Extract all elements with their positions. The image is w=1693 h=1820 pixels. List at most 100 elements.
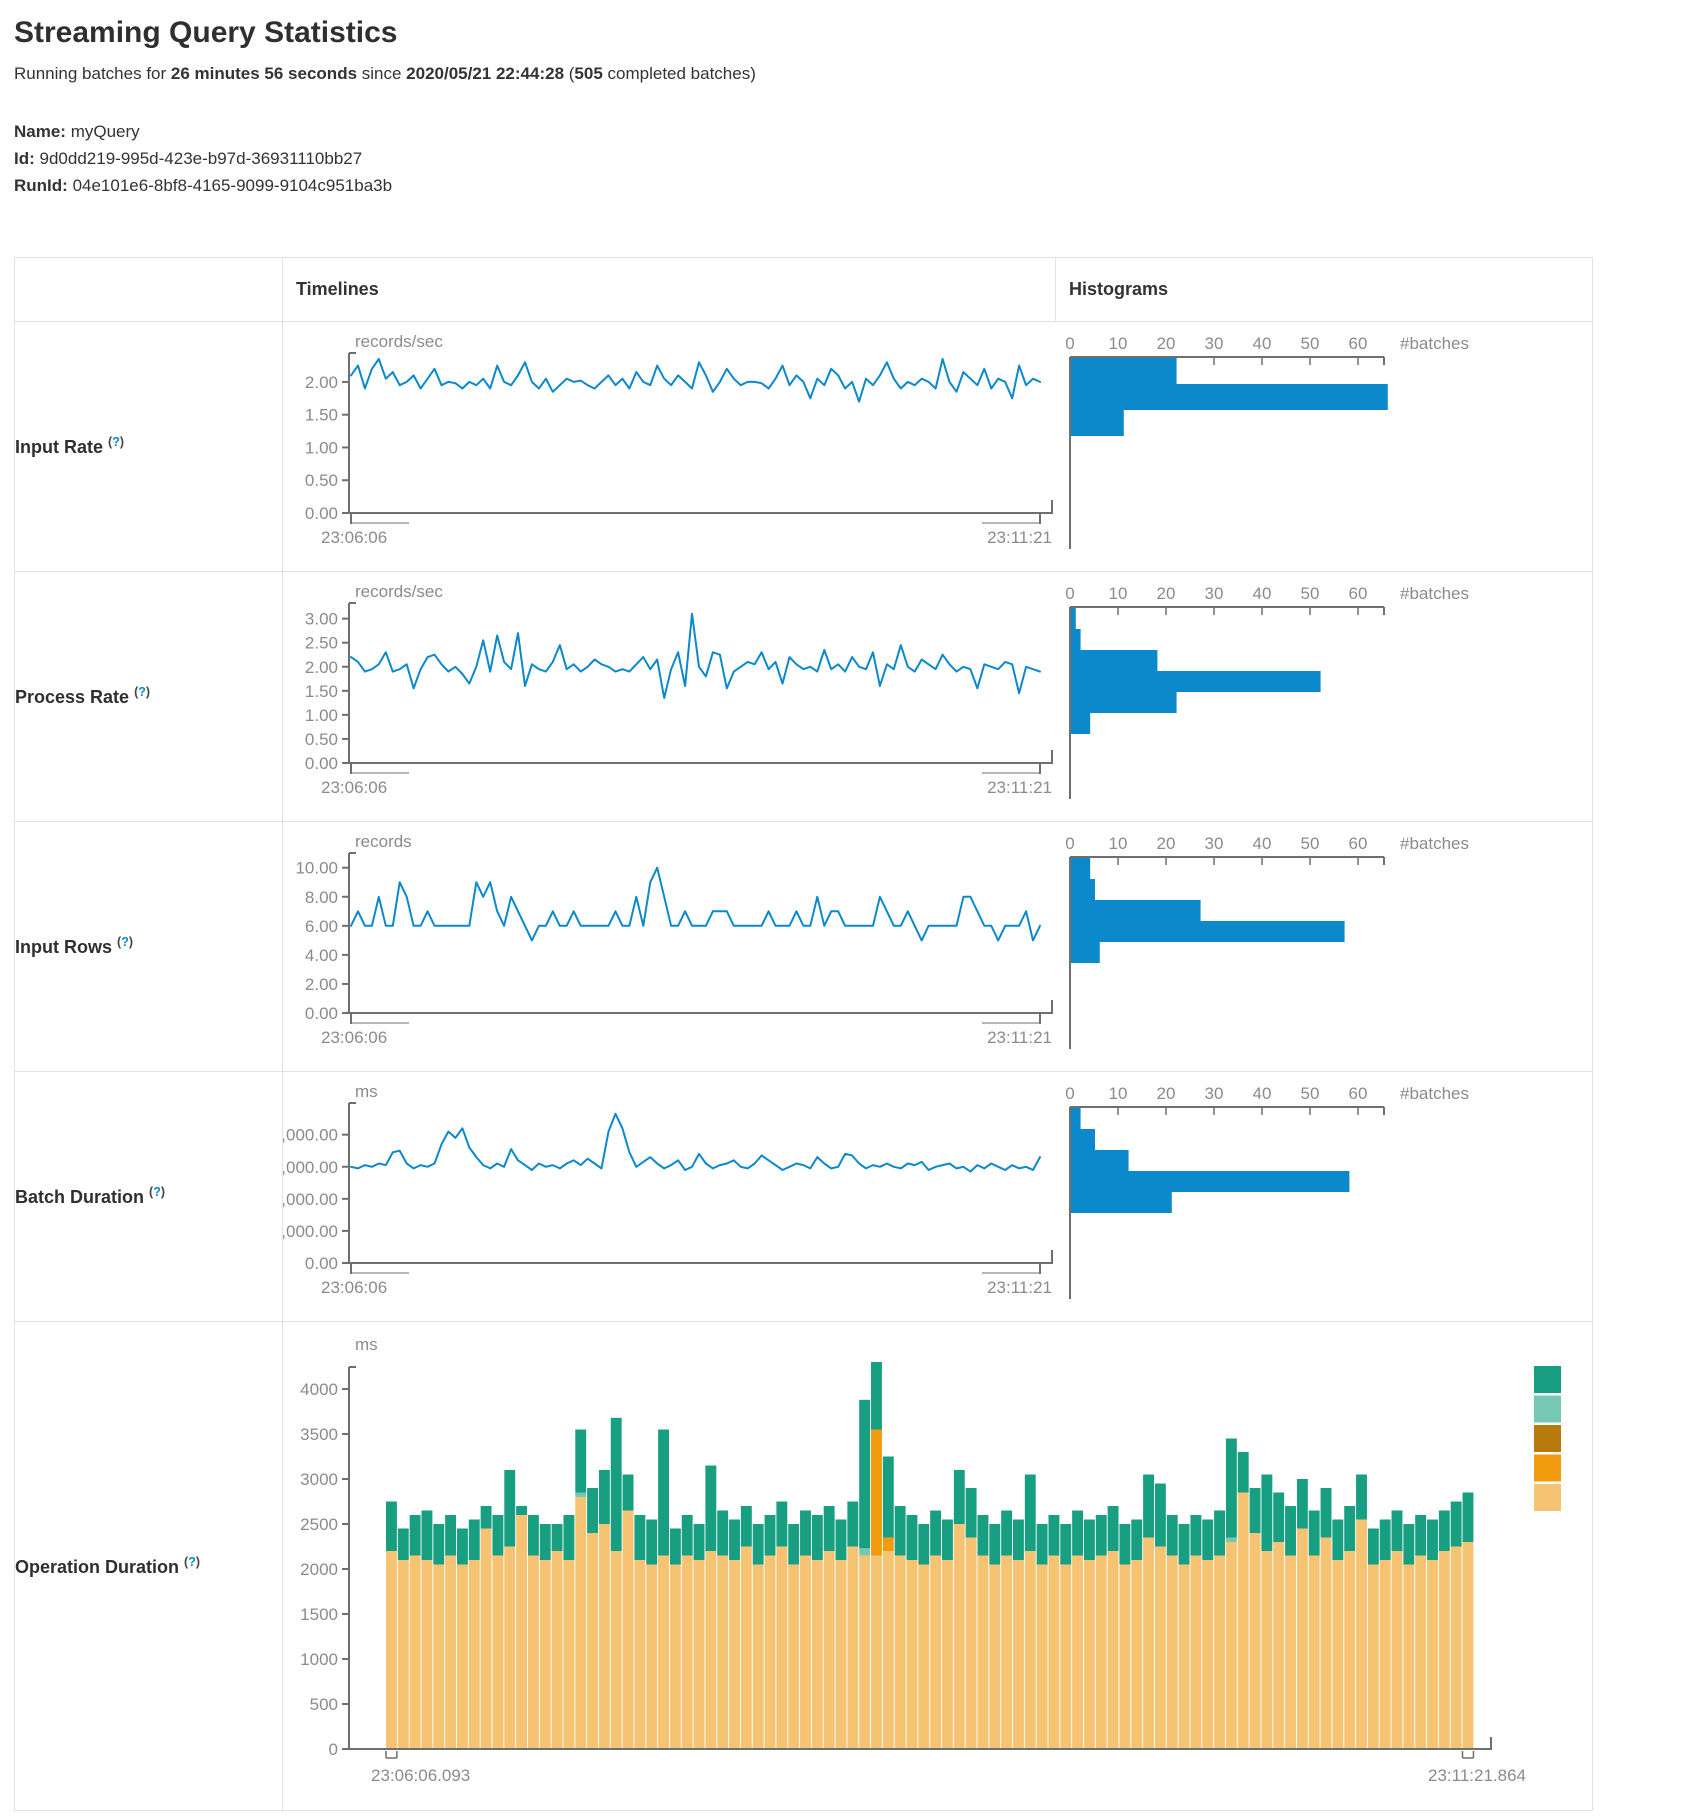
input-rate-label-cell: Input Rate (?) xyxy=(14,321,283,572)
svg-text:23:11:21: 23:11:21 xyxy=(987,778,1052,797)
svg-text:23:06:06: 23:06:06 xyxy=(321,1278,387,1297)
process-rate-timeline-chart: records/sec 3.00 2.50 2.00 1.50 1.00 0.50 0.00 2… xyxy=(305,582,1053,797)
svg-text:8.00: 8.00 xyxy=(305,887,338,906)
svg-text:0.00: 0.00 xyxy=(305,754,338,773)
svg-text:#batches: #batches xyxy=(1400,334,1469,353)
name-value: myQuery xyxy=(70,122,140,141)
svg-text:20: 20 xyxy=(1156,1084,1175,1103)
query-metadata: Name: myQuery Id: 9d0dd219-995d-423e-b97… xyxy=(14,118,1679,199)
svg-text:30: 30 xyxy=(1204,334,1223,353)
svg-text:10: 10 xyxy=(1108,334,1127,353)
input-rate-help-icon[interactable]: (?) xyxy=(108,435,124,449)
streaming-query-statistics-page: Streaming Query Statistics Running batch… xyxy=(0,16,1693,1811)
svg-text:2.50: 2.50 xyxy=(305,633,338,652)
svg-text:0.50: 0.50 xyxy=(305,729,338,748)
batch-duration-timeline-chart: ms 4,000.00 3,000.00 2,000.00 1,000.00 0.00 23… xyxy=(283,1082,1053,1297)
operation-duration-label-cell: Operation Duration (?) xyxy=(14,1321,283,1811)
svg-text:0: 0 xyxy=(329,1740,338,1759)
svg-text:23:11:21: 23:11:21 xyxy=(987,528,1052,547)
svg-text:23:11:21: 23:11:21 xyxy=(987,1028,1052,1047)
svg-text:ms: ms xyxy=(355,1335,378,1354)
svg-text:60: 60 xyxy=(1348,834,1367,853)
input-rows-help-icon[interactable]: (?) xyxy=(117,935,133,949)
operation-duration-row: Operation Duration (?) ms 4000 3500 3000 250… xyxy=(14,1321,1593,1811)
svg-text:23:06:06: 23:06:06 xyxy=(321,1028,387,1047)
svg-text:0.50: 0.50 xyxy=(305,471,338,490)
svg-text:40: 40 xyxy=(1252,1084,1271,1103)
svg-text:0: 0 xyxy=(1065,1084,1074,1103)
timelines-column-header: Timelines xyxy=(282,257,1056,322)
id-label: Id: xyxy=(14,149,35,168)
svg-text:2.00: 2.00 xyxy=(305,657,338,676)
query-id-line: Id: 9d0dd219-995d-423e-b97d-36931110bb27 xyxy=(14,145,1679,172)
batch-duration-histogram-cell: 0 10 20 30 40 50 60 #batches xyxy=(1055,1071,1593,1322)
svg-text:20: 20 xyxy=(1156,834,1175,853)
svg-text:60: 60 xyxy=(1348,1084,1367,1103)
svg-text:6.00: 6.00 xyxy=(305,916,338,935)
svg-text:10: 10 xyxy=(1108,834,1127,853)
svg-text:3.00: 3.00 xyxy=(305,609,338,628)
input-rate-row: Input Rate (?) records/sec 2.00 1.50 1.00 0.… xyxy=(14,321,1593,572)
svg-text:ms: ms xyxy=(355,1082,378,1101)
svg-text:records/sec: records/sec xyxy=(355,332,443,351)
operation-duration-chart-cell: ms 4000 3500 3000 2500 2000 1500 1000 500 0 23:06:… xyxy=(282,1321,1593,1811)
svg-text:3,000.00: 3,000.00 xyxy=(283,1157,338,1176)
svg-text:10: 10 xyxy=(1108,1084,1127,1103)
query-runid-line: RunId: 04e101e6-8bf8-4165-9099-9104c951b… xyxy=(14,172,1679,199)
batch-duration-label: Batch Duration xyxy=(15,1187,145,1207)
completed-batches-count: 505 xyxy=(574,64,603,83)
svg-text:50: 50 xyxy=(1300,1084,1319,1103)
process-rate-help-icon[interactable]: (?) xyxy=(134,685,151,699)
svg-text:30: 30 xyxy=(1204,584,1223,603)
svg-text:#batches: #batches xyxy=(1400,584,1469,603)
svg-text:0: 0 xyxy=(1065,334,1074,353)
svg-text:#batches: #batches xyxy=(1400,1084,1469,1103)
batch-duration-timeline-cell: ms 4,000.00 3,000.00 2,000.00 1,000.00 0.00 23… xyxy=(282,1071,1056,1322)
batch-duration-help-icon[interactable]: (?) xyxy=(149,1185,166,1199)
input-rows-timeline-cell: records 10.00 8.00 6.00 4.00 2.00 0.00 23:06:06… xyxy=(282,821,1056,1072)
svg-text:2000: 2000 xyxy=(300,1560,338,1579)
running-batches-summary: Running batches for 26 minutes 56 second… xyxy=(14,64,1679,84)
batch-duration-histogram-chart: 0 10 20 30 40 50 60 #batches xyxy=(1065,1084,1469,1299)
svg-text:20: 20 xyxy=(1156,334,1175,353)
svg-text:50: 50 xyxy=(1300,834,1319,853)
empty-header-cell xyxy=(14,257,283,322)
svg-text:records: records xyxy=(355,832,412,851)
process-rate-label-cell: Process Rate (?) xyxy=(14,571,283,822)
process-rate-histogram-cell: 0 10 20 30 40 50 60 #batches xyxy=(1055,571,1593,822)
runid-label: RunId: xyxy=(14,176,68,195)
svg-text:0.00: 0.00 xyxy=(305,504,338,523)
svg-text:23:06:06: 23:06:06 xyxy=(321,778,387,797)
batch-duration-row: Batch Duration (?) ms 4,000.00 3,000.00 2,0… xyxy=(14,1071,1593,1322)
svg-text:60: 60 xyxy=(1348,334,1367,353)
svg-text:0: 0 xyxy=(1065,584,1074,603)
svg-text:20: 20 xyxy=(1156,584,1175,603)
svg-text:30: 30 xyxy=(1204,834,1223,853)
svg-text:1.00: 1.00 xyxy=(305,438,338,457)
histograms-column-header: Histograms xyxy=(1055,257,1593,322)
svg-text:3000: 3000 xyxy=(300,1470,338,1489)
input-rows-row: Input Rows (?) records 10.00 8.00 6.00 4.00 2… xyxy=(14,821,1593,1072)
svg-text:1000: 1000 xyxy=(300,1650,338,1669)
svg-text:23:11:21: 23:11:21 xyxy=(987,1278,1052,1297)
operation-duration-label: Operation Duration xyxy=(15,1556,180,1577)
svg-text:0: 0 xyxy=(1065,834,1074,853)
since-word: since xyxy=(357,64,407,83)
svg-text:0.00: 0.00 xyxy=(305,1004,338,1023)
svg-text:23:06:06.093: 23:06:06.093 xyxy=(371,1766,470,1785)
svg-text:500: 500 xyxy=(310,1695,338,1714)
svg-text:2500: 2500 xyxy=(300,1515,338,1534)
input-rows-label-cell: Input Rows (?) xyxy=(14,821,283,1072)
operation-duration-help-icon[interactable]: (?) xyxy=(184,1554,201,1569)
input-rate-label: Input Rate xyxy=(15,437,103,457)
operation-duration-stacked-chart: ms 4000 3500 3000 2500 2000 1500 1000 500 0 23:06:… xyxy=(300,1335,1561,1785)
start-timestamp: 2020/05/21 22:44:28 xyxy=(406,64,565,83)
svg-text:records/sec: records/sec xyxy=(355,582,443,601)
svg-text:3500: 3500 xyxy=(300,1425,338,1444)
process-rate-timeline-cell: records/sec 3.00 2.50 2.00 1.50 1.00 0.50 0.00 2… xyxy=(282,571,1056,822)
process-rate-label: Process Rate xyxy=(15,687,130,707)
svg-text:1.50: 1.50 xyxy=(305,681,338,700)
svg-text:1.50: 1.50 xyxy=(305,405,338,424)
svg-text:1500: 1500 xyxy=(300,1605,338,1624)
svg-text:2,000.00: 2,000.00 xyxy=(283,1189,338,1208)
